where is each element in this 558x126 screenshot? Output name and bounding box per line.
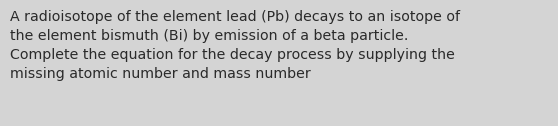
Text: A radioisotope of the element lead (Pb) decays to an isotope of
the element bism: A radioisotope of the element lead (Pb) … xyxy=(10,10,460,81)
